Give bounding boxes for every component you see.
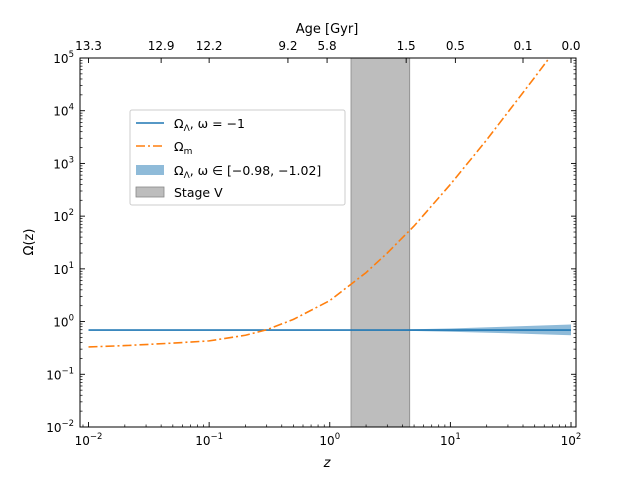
legend-label: ΩΛ, ω = −1	[174, 116, 245, 134]
legend-swatch-band	[136, 165, 164, 175]
y-tick-label: 10−1	[46, 366, 74, 382]
top-tick-label: 12.2	[196, 39, 223, 53]
plot-frame	[79, 57, 577, 428]
y-axis-label: Ω(z)	[22, 229, 37, 256]
plot-area	[88, 58, 572, 427]
y-tick-label: 103	[53, 155, 74, 171]
x-tick-label: 101	[440, 432, 461, 448]
y-tick-label: 102	[53, 208, 74, 224]
y-tick-label: 100	[53, 314, 74, 330]
x-tick-label: 10−2	[75, 432, 103, 448]
top-tick-label: 0.1	[513, 39, 532, 53]
x-tick-label: 10−1	[195, 432, 223, 448]
stage-span	[350, 58, 411, 427]
legend: ΩΛ, ω = −1 Ωm ΩΛ, ω ∈ [−0.98, −1.02] Stage …	[129, 109, 346, 206]
omega-matter-line	[88, 58, 550, 348]
y-tick-label: 10−2	[46, 419, 74, 435]
legend-label: ΩΛ, ω ∈ [−0.98, −1.02]	[174, 163, 321, 181]
y-tick-label: 104	[53, 103, 74, 119]
top-tick-label: 5.8	[318, 39, 337, 53]
axes: 10−2 10−1 100 101 102 10−2 10−1 100 101 102 103 104…	[46, 39, 581, 448]
top-tick-label: 0.0	[561, 39, 580, 53]
top-axis-label: Age [Gyr]	[296, 22, 359, 37]
legend-label: Stage V	[174, 185, 223, 200]
x-tick-label: 102	[561, 432, 582, 448]
legend-swatch-stage	[135, 186, 165, 198]
legend-label: Ωm	[174, 139, 192, 157]
top-tick-label: 0.5	[446, 39, 465, 53]
top-tick-label: 13.3	[75, 39, 102, 53]
y-tick-label: 105	[53, 50, 74, 66]
legend-box	[129, 109, 346, 206]
top-tick-label: 12.9	[148, 39, 175, 53]
y-tick-label: 101	[53, 261, 74, 277]
top-tick-label: 9.2	[278, 39, 297, 53]
x-axis-label: z	[323, 456, 332, 471]
x-tick-label: 100	[319, 432, 340, 448]
top-tick-label: 1.5	[397, 39, 416, 53]
